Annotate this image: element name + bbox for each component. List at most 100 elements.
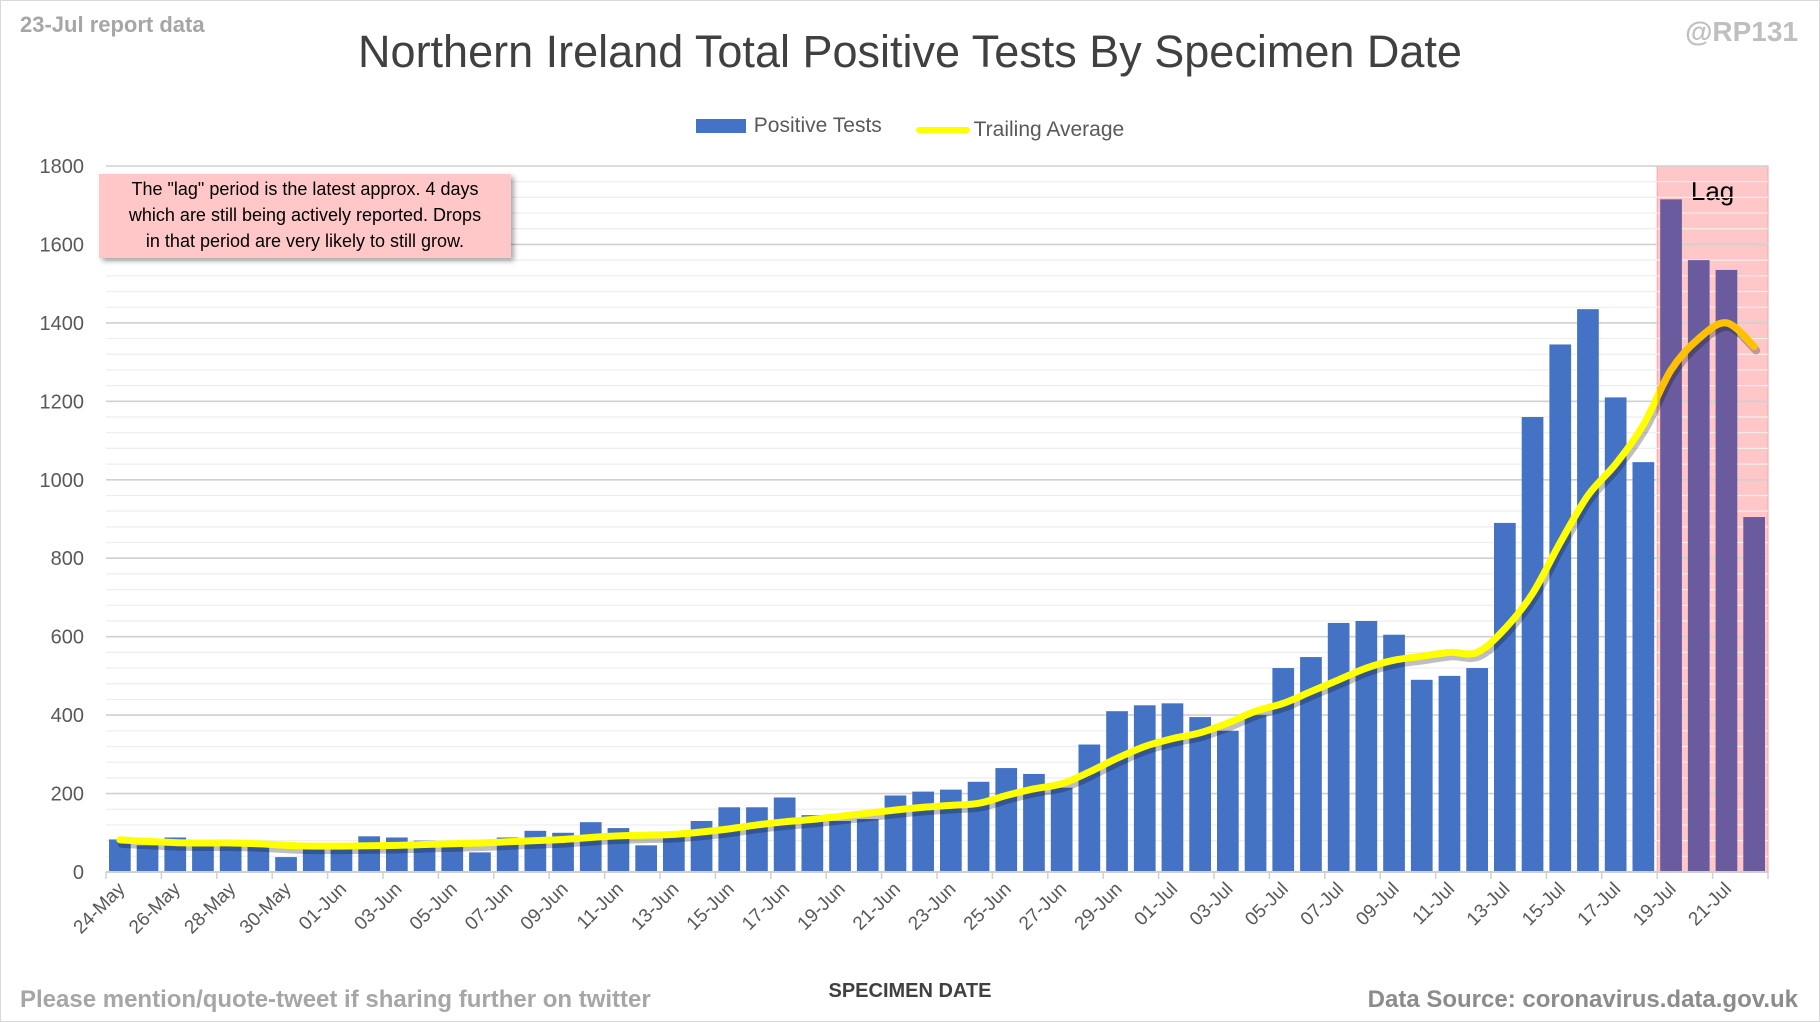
- bar: [109, 839, 131, 872]
- bar: [1189, 717, 1211, 872]
- annotation-line: The "lag" period is the latest approx. 4…: [131, 179, 479, 199]
- bar: [1300, 657, 1322, 872]
- bar: [967, 781, 990, 872]
- bar: [1217, 730, 1239, 872]
- bar: [1521, 417, 1544, 872]
- x-tick-label: 13-Jun: [627, 879, 683, 935]
- bar: [275, 857, 297, 872]
- bar: [1604, 397, 1627, 872]
- bar: [496, 837, 519, 872]
- legend-item-trailing-average: Trailing Average: [915, 118, 1125, 142]
- legend: Positive Tests Trailing Average: [0, 114, 1820, 142]
- bar: [1410, 679, 1433, 872]
- x-tick-label: 19-Jun: [794, 879, 850, 935]
- legend-swatch-bar: [695, 119, 746, 133]
- bar: [1327, 622, 1350, 872]
- report-date-label: 23-Jul report data: [20, 12, 205, 37]
- bar: [192, 844, 214, 872]
- y-tick-label: 1800: [40, 156, 85, 178]
- x-tick-label: 29-Jun: [1071, 879, 1127, 935]
- bar: [1023, 773, 1045, 872]
- x-tick-label: 07-Jun: [461, 879, 517, 935]
- trailing-average-line: [116, 319, 1758, 850]
- bar: [773, 797, 796, 872]
- bar: [1355, 620, 1378, 872]
- legend-item-positive-tests: Positive Tests: [695, 114, 882, 138]
- x-tick-label: 19-Jul: [1629, 879, 1680, 930]
- lag-label: Lag: [1691, 176, 1734, 206]
- bar: [746, 807, 768, 872]
- x-tick-label: 09-Jul: [1352, 879, 1403, 930]
- bar: [1494, 522, 1516, 872]
- trailing-average-shadow: [117, 322, 1761, 855]
- annotation-line: which are still being actively reported.…: [128, 205, 482, 225]
- lag-annotation: The "lag" period is the latest approx. 4…: [99, 174, 511, 258]
- x-tick-label: 03-Jun: [350, 879, 406, 935]
- bar: [302, 847, 325, 872]
- x-tick-label: 21-Jun: [849, 879, 905, 935]
- y-tick-label: 1400: [40, 313, 85, 335]
- bar: [1632, 462, 1655, 872]
- bar: [1549, 344, 1572, 872]
- x-tick-label: 28-May: [181, 878, 241, 938]
- x-tick-label: 27-Jun: [1015, 879, 1071, 935]
- bar: [635, 845, 657, 872]
- x-axis-title: SPECIMEN DATE: [828, 980, 992, 1002]
- y-tick-label: 1600: [40, 234, 85, 256]
- bar: [1078, 744, 1101, 872]
- bar: [1438, 675, 1461, 872]
- bar: [1106, 711, 1128, 872]
- bar: [912, 791, 934, 872]
- bar: [1050, 787, 1073, 872]
- bar: [413, 840, 436, 872]
- bar: [1660, 199, 1682, 873]
- bar: [1577, 309, 1599, 872]
- bar: [1715, 269, 1738, 872]
- x-tick-label: 15-Jun: [683, 879, 739, 935]
- bar: [330, 846, 353, 872]
- x-tick-label: 13-Jul: [1463, 879, 1514, 930]
- bar: [441, 843, 464, 872]
- y-tick-label: 800: [51, 548, 84, 570]
- x-tick-label: 05-Jul: [1241, 879, 1292, 930]
- legend-label: Trailing Average: [973, 118, 1125, 141]
- y-tick-label: 0: [73, 862, 84, 884]
- bar: [718, 807, 741, 872]
- x-tick-label: 09-Jun: [517, 879, 573, 935]
- x-tick-label: 21-Jul: [1685, 879, 1736, 930]
- bar: [247, 844, 270, 872]
- bar: [579, 822, 602, 872]
- bar: [219, 845, 242, 872]
- bar: [940, 789, 962, 872]
- y-tick-label: 400: [51, 705, 84, 727]
- y-tick-label: 1200: [40, 391, 85, 413]
- bar: [663, 836, 685, 872]
- x-tick-label: 25-Jun: [960, 879, 1016, 935]
- legend-swatch-line: [915, 127, 970, 133]
- bar: [1161, 703, 1184, 872]
- bar: [1466, 668, 1488, 872]
- x-tick-label: 11-Jul: [1409, 879, 1459, 929]
- bar: [469, 852, 491, 872]
- y-tick-label: 1000: [40, 470, 85, 492]
- bar: [1272, 668, 1295, 872]
- y-tick-label: 600: [51, 627, 84, 649]
- x-tick-label: 30-May: [236, 878, 296, 938]
- bar: [1244, 715, 1267, 872]
- bar: [1383, 634, 1405, 872]
- legend-label: Positive Tests: [753, 114, 882, 137]
- x-tick-label: 05-Jun: [406, 879, 462, 935]
- bar: [1743, 517, 1765, 872]
- bar: [1687, 260, 1710, 873]
- x-tick-label: 01-Jun: [295, 879, 351, 935]
- annotation-line: in that period are very likely to still …: [145, 231, 465, 251]
- x-tick-label: 11-Jun: [573, 879, 628, 934]
- bar: [856, 819, 879, 872]
- bar: [884, 795, 907, 872]
- bar: [136, 845, 159, 872]
- bar: [829, 821, 851, 872]
- x-tick-label: 17-Jul: [1574, 879, 1625, 930]
- y-tick-label: 200: [51, 784, 84, 806]
- x-tick-label: 03-Jul: [1186, 879, 1237, 930]
